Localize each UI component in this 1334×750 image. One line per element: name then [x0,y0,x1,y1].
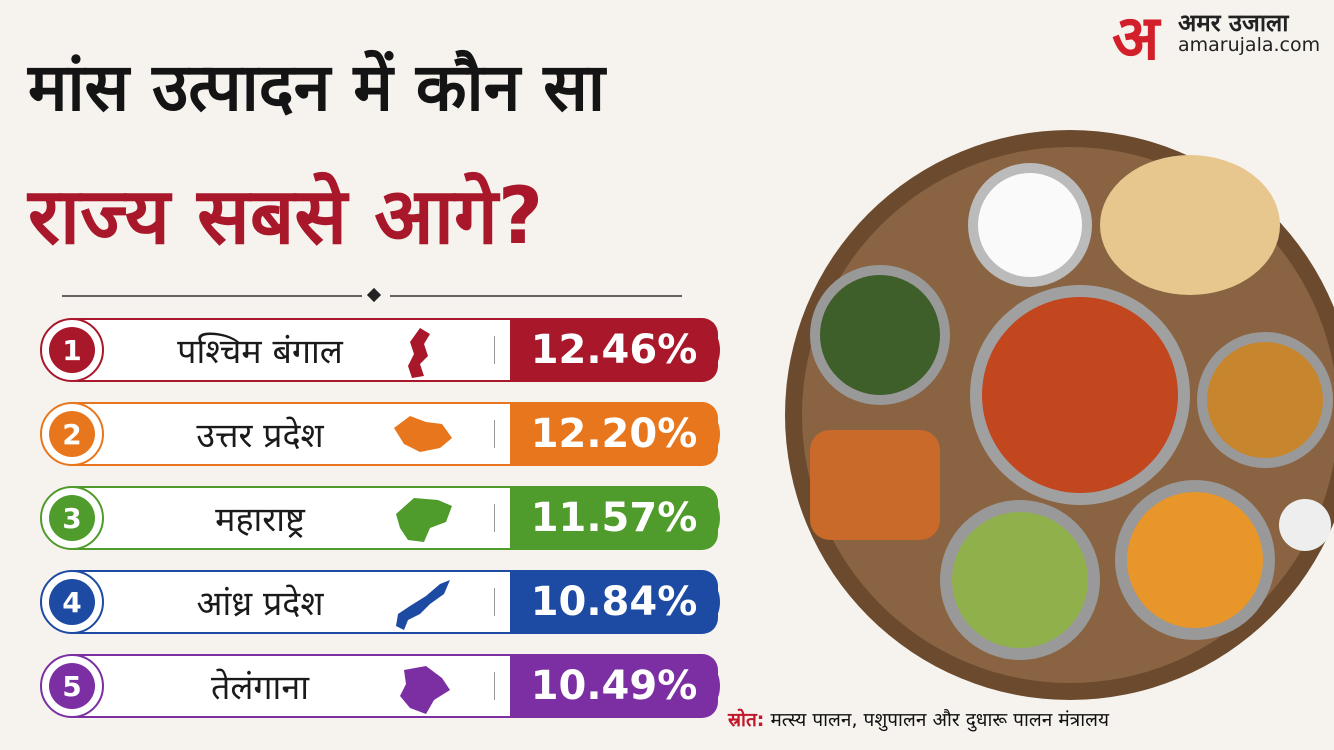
rank-number: 4 [49,579,95,625]
separator [494,588,495,616]
separator [494,672,495,700]
rank-number: 3 [49,495,95,541]
value-label: 12.20% [510,402,718,466]
separator [494,336,495,364]
ranking-row: 12.46% 1 पश्चिम बंगाल [40,318,720,382]
state-map-icon [400,666,450,714]
state-shape [408,328,430,378]
state-shape [396,580,450,630]
food-plate [785,130,1334,700]
ranking-row: 10.49% 5 तेलंगाना [40,654,720,718]
logo-name: अमर उजाला [1178,9,1289,37]
value-label: 11.57% [510,486,718,550]
state-map-icon [408,328,430,378]
state-shape [394,416,452,452]
state-shape [400,666,450,714]
rank-number: 2 [49,411,95,457]
state-map-icon [396,580,450,630]
state-name: उत्तर प्रदेश [196,416,324,456]
state-map-icon [394,416,452,452]
separator [494,504,495,532]
rank-badge: 1 [40,318,104,382]
logo-site: amarujala.com [1178,34,1321,56]
ranking-row: 10.84% 4 आंध्र प्रदेश [40,570,720,634]
state-name: आंध्र प्रदेश [196,584,324,624]
ranking-row: 11.57% 3 महाराष्ट्र [40,486,720,550]
state-name: पश्चिम बंगाल [177,332,343,372]
state-shape [396,498,452,542]
source: स्रोत: मत्स्य पालन, पशुपालन और दुधारू पा… [728,706,1109,732]
rank-badge: 3 [40,486,104,550]
state-map-icon [396,498,452,542]
separator [494,420,495,448]
rank-number: 1 [49,327,95,373]
state-name: महाराष्ट्र [215,500,305,540]
value-label: 10.84% [510,570,718,634]
rank-badge: 5 [40,654,104,718]
rank-badge: 2 [40,402,104,466]
value-label: 12.46% [510,318,718,382]
source-text: मत्स्य पालन, पशुपालन और दुधारू पालन मंत्… [770,709,1110,731]
state-name: तेलंगाना [210,668,310,708]
title-line-2: राज्य सबसे आगे? [28,172,544,262]
rank-badge: 4 [40,570,104,634]
source-label: स्रोत: [728,709,765,731]
title-line-1: मांस उत्पादन में कौन सा [28,49,605,126]
logo-letter: अ [1112,1,1160,74]
rank-number: 5 [49,663,95,709]
ranking-row: 12.20% 2 उत्तर प्रदेश [40,402,720,466]
value-label: 10.49% [510,654,718,718]
